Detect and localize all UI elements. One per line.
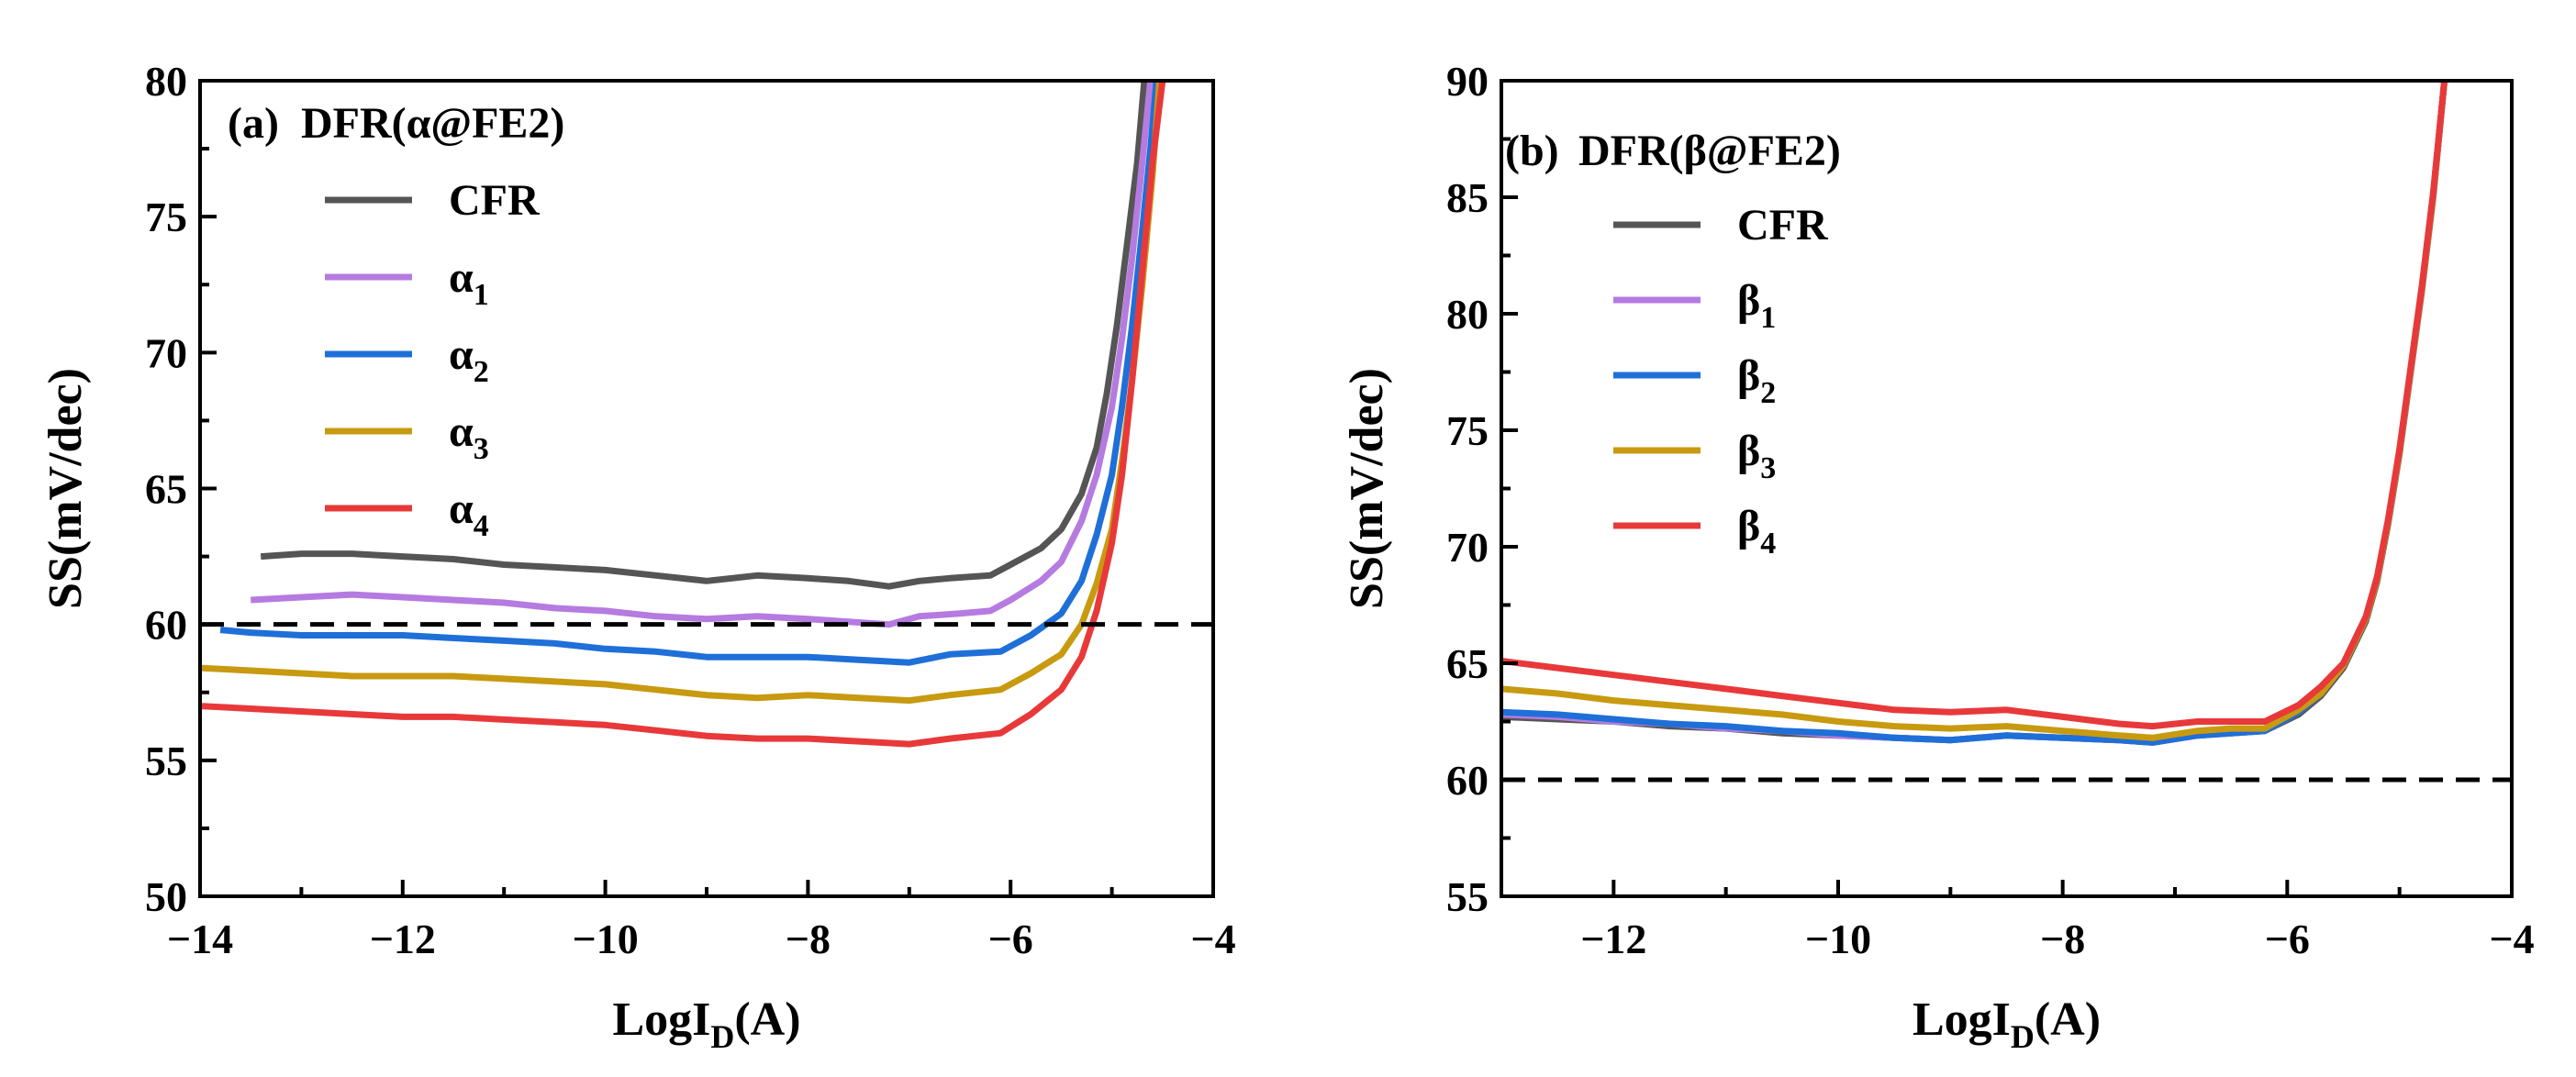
y-tick-label: 55: [1446, 873, 1489, 920]
series-line-CFR: [1501, 81, 2448, 746]
x-axis-title: LogID(A): [1912, 994, 2101, 1055]
series-line-α3: [200, 81, 1163, 705]
y-tick-label: 55: [145, 738, 187, 784]
series-line-β2: [1501, 81, 2448, 746]
y-tick-label: 80: [1446, 291, 1489, 338]
legend-label-β4: β4: [1737, 502, 1776, 561]
y-axis-title: SS(mV/dec): [39, 368, 92, 609]
x-tick-label: −12: [1580, 916, 1646, 962]
legend-label-β3: β3: [1737, 427, 1776, 485]
x-tick-label: −10: [1805, 916, 1871, 962]
y-tick-label: 50: [145, 873, 187, 920]
series-line-CFR: [260, 81, 1148, 590]
series-line-α4: [200, 81, 1166, 748]
x-tick-label: −6: [2265, 916, 2310, 962]
panel-label: (b): [1505, 127, 1559, 175]
series-line-β4: [1501, 81, 2448, 730]
x-tick-label: −4: [1190, 916, 1235, 962]
panel-title: DFR(α@FE2): [301, 99, 564, 148]
y-axis-title: SS(mV/dec): [1341, 368, 1393, 609]
series-line-α2: [219, 81, 1160, 666]
x-tick-label: −12: [370, 916, 436, 962]
panel-a: −14 −12 −10 −8 −6 −4 50 55 60 65 70 75 80 LogID(A) SS(…: [39, 58, 1236, 1055]
legend-label-α3: α3: [449, 407, 489, 466]
panel-label: (a): [228, 99, 279, 148]
x-tick-label: −8: [2040, 916, 2085, 962]
y-tick-label: 75: [145, 194, 187, 240]
panel-title: DFR(β@FE2): [1578, 127, 1841, 175]
y-tick-label: 80: [145, 58, 187, 105]
x-tick-label: −4: [2489, 916, 2534, 962]
axes-frame: [1500, 79, 2514, 898]
legend: CFR β1 β2 β3 β4: [1613, 201, 1829, 561]
legend-label-α1: α1: [449, 253, 489, 312]
x-tick-label: −8: [786, 916, 831, 962]
y-tick-label: 90: [1446, 58, 1489, 105]
x-axis-title: LogID(A): [612, 994, 800, 1055]
y-tick-label: 75: [1446, 407, 1489, 454]
series-line-β1: [1501, 81, 2448, 746]
legend-label-α4: α4: [449, 484, 489, 543]
y-tick-label: 85: [1446, 174, 1489, 221]
x-tick-label: −14: [167, 916, 233, 962]
y-tick-label: 70: [145, 329, 187, 376]
y-tick-label: 65: [145, 466, 187, 513]
y-tick-label: 60: [145, 602, 187, 649]
legend-label-CFR: CFR: [449, 176, 541, 225]
y-tick-label: 65: [1446, 640, 1489, 687]
legend-label-β2: β2: [1737, 351, 1776, 410]
x-tick-label: −6: [988, 916, 1033, 962]
plot-area: [200, 81, 1166, 748]
series-line-β3: [1501, 81, 2448, 741]
legend: CFR α1 α2 α3 α4: [325, 176, 541, 543]
plot-area: [1501, 81, 2448, 746]
series-line-α1: [251, 81, 1154, 628]
x-tick-label: −10: [572, 916, 638, 962]
legend-label-CFR: CFR: [1737, 201, 1829, 250]
panel-b: −12 −10 −8 −6 −4 55 60 65 70 75 80 85 90 LogID(A) SS(m…: [1341, 58, 2535, 1055]
y-tick-label: 70: [1446, 524, 1489, 571]
legend-label-α2: α2: [449, 330, 489, 389]
legend-label-β1: β1: [1737, 276, 1776, 335]
y-tick-label: 60: [1446, 757, 1489, 804]
